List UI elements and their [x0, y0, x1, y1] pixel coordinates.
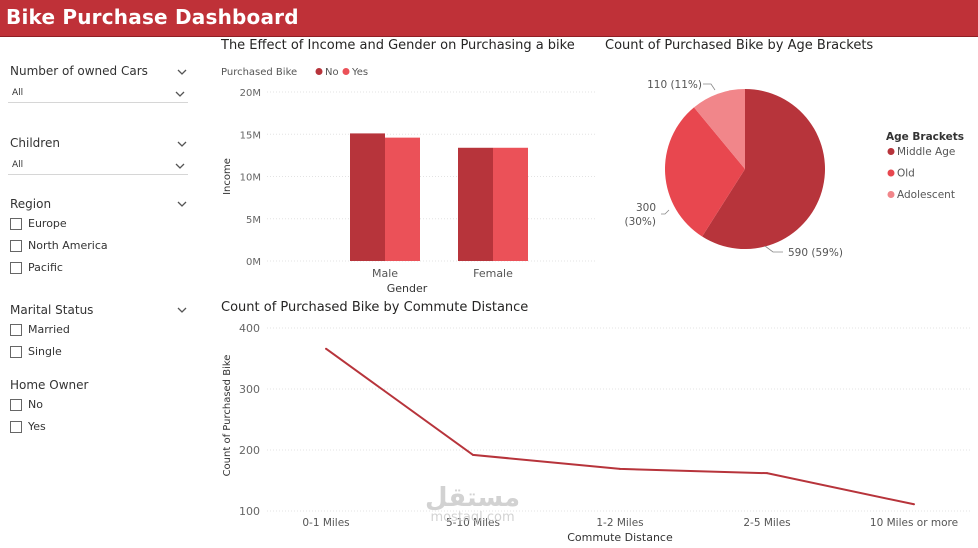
- chevron-down-icon[interactable]: [176, 304, 188, 316]
- legend-label: Middle Age: [897, 146, 955, 158]
- watermark-arabic: مستقل: [425, 483, 521, 513]
- leader-line: [764, 245, 783, 253]
- data-point: [913, 503, 915, 506]
- x-tick-label: 1-2 Miles: [596, 517, 643, 529]
- age-chart-title: Count of Purchased Bike by Age Brackets: [605, 38, 874, 53]
- x-tick-label: Female: [473, 267, 513, 280]
- option-label: North America: [28, 239, 108, 252]
- cars-dropdown[interactable]: All: [8, 85, 188, 103]
- data-point: [619, 467, 621, 470]
- x-tick-label: 0-1 Miles: [302, 517, 349, 529]
- checkbox[interactable]: [10, 218, 22, 230]
- legend-marker: [887, 191, 895, 198]
- y-tick-label: 300: [239, 383, 260, 396]
- commute-distance-line-chart: 100 200 300 400 0-1 Miles 5-10 Miles 1-2 Miles…: [222, 322, 972, 544]
- option-label: Married: [28, 323, 70, 336]
- bar-female-yes: [493, 147, 528, 261]
- children-dropdown-value: All: [12, 160, 24, 170]
- dashboard-title: Bike Purchase Dashboard: [6, 5, 299, 29]
- legend-title: Age Brackets: [886, 131, 964, 143]
- chevron-down-icon[interactable]: [176, 198, 188, 210]
- option-label: Yes: [28, 420, 46, 433]
- legend-label: No: [325, 67, 339, 78]
- chevron-down-icon: [175, 91, 185, 97]
- checkbox[interactable]: [10, 399, 22, 411]
- cars-dropdown-value: All: [12, 88, 24, 98]
- leader-line: [661, 209, 670, 215]
- pie-slice-adolescent: [694, 89, 745, 169]
- y-tick-label: 15M: [240, 130, 261, 141]
- legend-label: Yes: [351, 67, 368, 78]
- watermark-latin: mostaql.com: [430, 510, 515, 525]
- pie-label-old-pct: (30%): [624, 216, 656, 228]
- x-axis-label: Gender: [387, 282, 428, 295]
- pie-legend: Age Brackets Middle Age Old Adolescent: [886, 131, 964, 201]
- x-tick-label: Male: [372, 267, 398, 280]
- x-tick-label: 2-5 Miles: [743, 517, 790, 529]
- legend-label: Adolescent: [897, 189, 955, 201]
- legend-label: Old: [897, 168, 915, 180]
- mostaql-watermark: مستقل mostaql.com: [425, 485, 520, 525]
- legend-marker: [315, 68, 323, 75]
- marital-slicer-title: Marital Status: [10, 303, 94, 317]
- dashboard-header: Bike Purchase Dashboard: [0, 0, 978, 37]
- data-point: [472, 453, 474, 456]
- chevron-down-icon[interactable]: [176, 66, 188, 78]
- pie-slice-middle-age: [702, 89, 825, 249]
- cars-slicer-title: Number of owned Cars: [10, 64, 148, 78]
- option-label: No: [28, 398, 43, 411]
- age-brackets-pie-chart: 590 (59%) 300 (30%) 110 (11%) Age Brackets Mi…: [624, 79, 964, 259]
- y-tick-label: 5M: [246, 215, 261, 226]
- filter-sidebar: Number of owned Cars All Children All Re…: [0, 40, 200, 548]
- x-axis-label: Commute Distance: [567, 531, 673, 544]
- chevron-down-icon[interactable]: [176, 138, 188, 150]
- x-tick-label: 5-10 Miles: [446, 517, 500, 529]
- option-label: Pacific: [28, 261, 63, 274]
- legend-marker: [887, 169, 895, 177]
- bar-male-yes: [385, 137, 420, 261]
- commute-series-line: [325, 347, 915, 506]
- income-gender-bar-chart: Purchased Bike No Yes 0M 5M 10M 15M 20M Male Fema…: [221, 67, 597, 295]
- y-tick-label: 400: [239, 322, 260, 335]
- income-chart-title: The Effect of Income and Gender on Purch…: [221, 38, 575, 53]
- y-tick-label: 0M: [246, 257, 261, 268]
- chevron-down-icon: [175, 163, 185, 169]
- region-slicer-title: Region: [10, 197, 52, 211]
- data-point: [766, 472, 768, 475]
- legend-marker: [342, 68, 350, 75]
- pie-slice-old: [665, 107, 745, 237]
- children-slicer-title: Children: [10, 136, 60, 150]
- checkbox[interactable]: [10, 346, 22, 358]
- y-tick-label: 100: [239, 505, 260, 518]
- y-axis-label: Income: [222, 158, 233, 195]
- checkbox[interactable]: [10, 421, 22, 433]
- y-tick-label: 200: [239, 444, 260, 457]
- pie-label-adolescent: 110 (11%): [647, 79, 702, 91]
- y-axis-label: Count of Purchased Bike: [222, 355, 233, 477]
- data-point: [325, 347, 327, 350]
- option-label: Single: [28, 345, 62, 358]
- bar-legend: Purchased Bike No Yes: [221, 67, 368, 78]
- option-label: Europe: [28, 217, 67, 230]
- checkbox[interactable]: [10, 240, 22, 252]
- children-dropdown[interactable]: All: [8, 157, 188, 175]
- checkbox[interactable]: [10, 262, 22, 274]
- y-tick-label: 10M: [240, 173, 261, 184]
- legend-title: Purchased Bike: [221, 67, 297, 78]
- y-tick-label: 20M: [240, 88, 261, 99]
- x-tick-label: 10 Miles or more: [870, 517, 958, 529]
- checkbox[interactable]: [10, 324, 22, 336]
- bar-male-no: [350, 133, 385, 261]
- leader-line: [703, 83, 716, 91]
- home-owner-slicer-title: Home Owner: [10, 378, 89, 392]
- commute-chart-title: Count of Purchased Bike by Commute Dista…: [221, 300, 529, 315]
- legend-marker: [887, 148, 895, 155]
- pie-label-middle-age: 590 (59%): [788, 247, 843, 259]
- pie-label-old-value: 300: [636, 202, 656, 214]
- bar-female-no: [458, 147, 493, 261]
